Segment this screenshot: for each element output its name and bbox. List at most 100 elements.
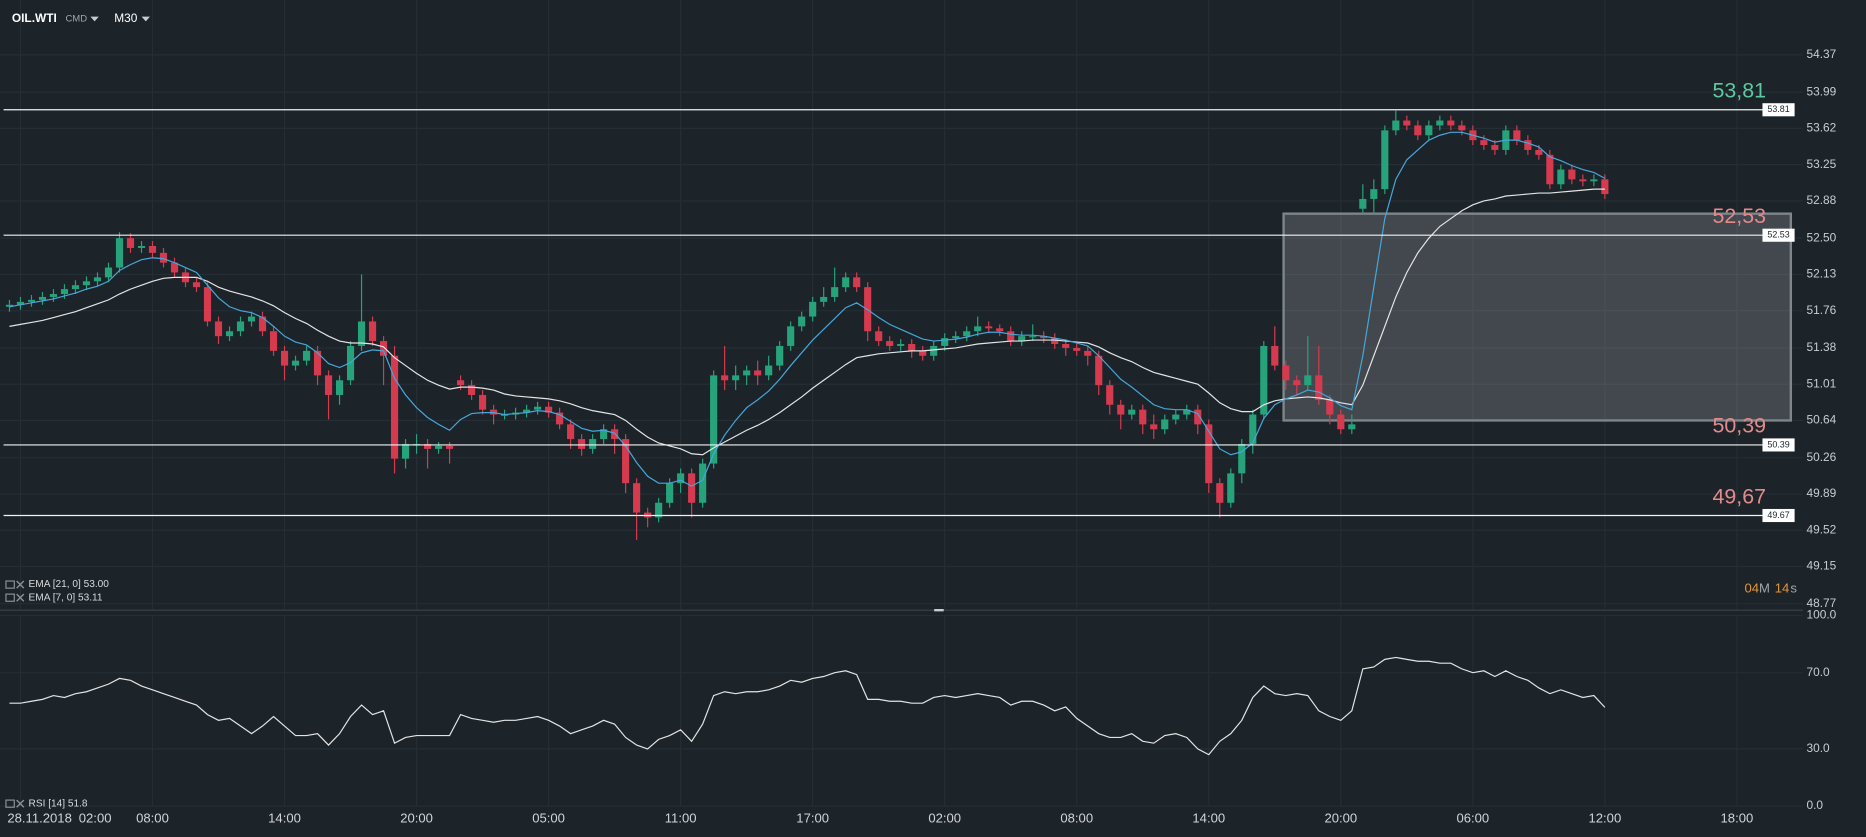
level-price-box — [1762, 228, 1795, 242]
candle-body — [941, 338, 949, 346]
candle-body — [93, 277, 102, 282]
candle-body — [710, 375, 718, 464]
candle-body — [313, 350, 322, 376]
dropdown-arrow[interactable] — [141, 16, 150, 22]
x-tick-label: 20:00 — [400, 811, 433, 826]
candle-body — [269, 331, 278, 351]
y-tick-label: 100.0 — [1806, 608, 1836, 622]
candle-body — [952, 336, 960, 339]
candle-body — [1480, 140, 1488, 146]
y-tick-label: 50.26 — [1806, 450, 1836, 464]
candle-body — [1073, 347, 1081, 351]
candle-body — [820, 296, 828, 302]
timer-unit: M — [1759, 581, 1770, 596]
candle-body — [886, 341, 894, 346]
candle-body — [721, 375, 729, 381]
candle-body — [1370, 189, 1378, 199]
level-price-label: 50.39 — [1767, 439, 1789, 449]
x-tick-label: 06:00 — [1456, 811, 1489, 826]
candle-body — [203, 287, 212, 322]
indicator-line — [9, 131, 1606, 487]
level-price-label: 52.53 — [1767, 230, 1789, 240]
x-tick-label: 14:00 — [268, 811, 301, 826]
candle-body — [1172, 414, 1180, 420]
candle-body — [1557, 169, 1565, 185]
y-tick-label: 49.15 — [1806, 559, 1836, 573]
legend-remove-icon — [16, 580, 25, 589]
candle-body — [985, 326, 993, 329]
candle-body — [1315, 375, 1323, 400]
candle-body — [1359, 198, 1367, 209]
candle-body — [831, 287, 839, 297]
candle-body — [1271, 345, 1279, 366]
candle-body — [534, 406, 542, 410]
legend-entry: RSI [14] 51.8 — [29, 798, 88, 809]
y-tick-label: 52.88 — [1806, 193, 1836, 207]
candle-body — [589, 439, 597, 449]
x-tick-label: 02:00 — [79, 811, 112, 826]
candle-body — [699, 463, 707, 503]
candle-body — [897, 343, 905, 346]
candle-body — [1040, 336, 1048, 339]
candle-body — [236, 321, 245, 332]
candle-body — [1194, 409, 1202, 425]
candle-body — [1436, 120, 1444, 126]
candle-body — [908, 343, 916, 351]
candle-body — [1282, 365, 1290, 381]
candle-body — [666, 483, 674, 503]
candle-body — [479, 394, 487, 410]
level-price-box — [1762, 438, 1795, 452]
timeframe[interactable]: M30 — [114, 11, 138, 25]
candle-body — [1348, 424, 1356, 430]
candle-body — [1491, 145, 1499, 150]
candle-body — [379, 341, 388, 356]
candle-body — [324, 375, 333, 395]
candle-body — [600, 429, 608, 440]
candle-body — [357, 321, 366, 346]
candle-body — [842, 277, 850, 288]
y-tick-label: 50.64 — [1806, 413, 1836, 427]
candle-body — [435, 445, 443, 449]
candle-body — [732, 375, 740, 381]
y-tick-label: 30.0 — [1806, 741, 1830, 755]
candle-body — [457, 380, 465, 386]
legend-settings-icon — [5, 593, 15, 602]
candle-body — [159, 252, 168, 263]
candle-body — [5, 304, 14, 307]
y-tick-label: 52.13 — [1806, 267, 1836, 281]
candle-body — [1337, 414, 1345, 430]
candle-body — [291, 360, 300, 366]
candle-body — [258, 316, 267, 332]
candle-body — [1117, 404, 1125, 415]
x-tick-label: 11:00 — [665, 811, 697, 826]
candle-body — [523, 409, 531, 413]
candle-body — [192, 282, 201, 288]
candle-body — [556, 412, 564, 425]
candle-body — [390, 355, 399, 459]
candle-body — [60, 289, 69, 295]
chart-layers: 28.11.2018 02:00 08:00 14:00 20:00 05:00 11:00… — [0, 0, 1837, 826]
x-tick-label: 05:00 — [532, 811, 565, 826]
symbol[interactable]: OIL.WTI — [12, 11, 57, 25]
candle-body — [809, 301, 817, 317]
candle-body — [787, 326, 795, 346]
candle-body — [688, 473, 696, 503]
candle-body — [1051, 338, 1059, 344]
market[interactable]: CMD — [65, 14, 87, 25]
candle-body — [126, 238, 135, 248]
y-tick-label: 53.99 — [1806, 84, 1836, 98]
candle-body — [1535, 149, 1543, 155]
level-price-box — [1762, 508, 1795, 523]
x-date-label: 28.11.2018 — [7, 811, 71, 826]
candle-body — [1590, 179, 1598, 182]
dropdown-arrow[interactable] — [90, 16, 99, 22]
candle-body — [1106, 385, 1114, 405]
candle-body — [501, 414, 509, 416]
y-tick-label: 51.01 — [1806, 376, 1836, 390]
candle-body — [225, 331, 234, 337]
candle-body — [1161, 419, 1169, 430]
candle-body — [1062, 343, 1070, 348]
candle-body — [302, 350, 311, 361]
candle-body — [622, 439, 630, 484]
